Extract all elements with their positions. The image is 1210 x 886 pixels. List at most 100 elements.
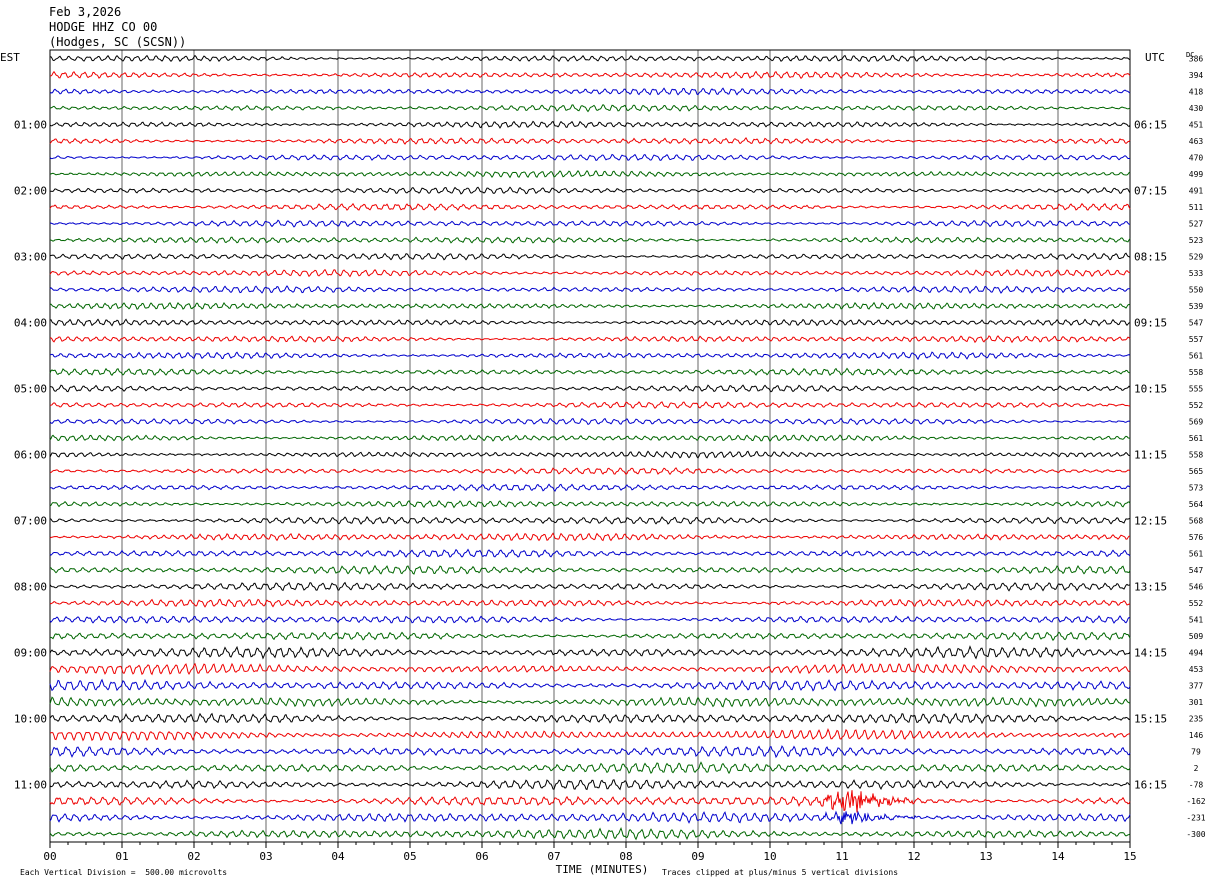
- dc-offset-value: 569: [1189, 418, 1204, 427]
- trace-row: [49, 367, 1131, 377]
- left-hour-label: 01:00: [14, 119, 47, 132]
- dc-offset-value: 509: [1189, 632, 1204, 641]
- trace-row: [49, 826, 1131, 841]
- trace-row: [49, 153, 1130, 162]
- dc-offset-value: 555: [1189, 385, 1204, 394]
- trace-row: [49, 745, 1131, 759]
- x-tick-label: 03: [259, 850, 272, 863]
- dc-offset-value: 394: [1189, 71, 1204, 80]
- x-tick-label: 14: [1051, 850, 1065, 863]
- dc-offset-value: 552: [1189, 401, 1204, 410]
- dc-offset-value: 511: [1189, 203, 1204, 212]
- dc-offset-value: 79: [1191, 748, 1201, 757]
- footer-clip-note: Traces clipped at plus/minus 5 vertical …: [662, 868, 899, 877]
- trace-row: [49, 384, 1131, 393]
- plot-frame: [49, 49, 1131, 843]
- dc-offset-value: 547: [1189, 566, 1204, 575]
- left-hour-label: 02:00: [14, 185, 47, 198]
- left-hour-label: 09:00: [14, 647, 47, 660]
- trace-row: [49, 678, 1131, 692]
- dc-offset-value: 558: [1189, 368, 1204, 377]
- chart-location: (Hodges, SC (SCSN)): [49, 35, 187, 49]
- dc-offset-value: -300: [1186, 830, 1205, 839]
- right-hour-label: 13:15: [1134, 581, 1167, 594]
- trace-row: [49, 467, 1131, 476]
- right-hour-label: 07:15: [1134, 185, 1167, 198]
- trace-row: [49, 252, 1131, 261]
- x-tick-label: 06: [475, 850, 488, 863]
- trace-row: [49, 581, 1131, 592]
- trace-row: [49, 790, 1131, 813]
- right-hour-label: 08:15: [1134, 251, 1167, 264]
- right-hour-label: 14:15: [1134, 647, 1167, 660]
- x-tick-label: 15: [1123, 850, 1136, 863]
- dc-offset-value: 377: [1189, 682, 1204, 691]
- trace-row: [49, 499, 1131, 509]
- trace-row: [49, 645, 1131, 660]
- trace-row: [49, 696, 1131, 708]
- dc-offset-value: 561: [1189, 550, 1204, 559]
- dc-offset-value: 463: [1189, 137, 1204, 146]
- dc-offset-value: 146: [1189, 731, 1204, 740]
- x-tick-label: 07: [547, 850, 560, 863]
- dc-offset-value: 552: [1189, 599, 1204, 608]
- dc-offset-value: 453: [1189, 665, 1204, 674]
- dc-offset-value: -231: [1186, 814, 1205, 823]
- trace-row: [49, 434, 1131, 443]
- right-hour-label: 09:15: [1134, 317, 1167, 330]
- x-tick-label: 12: [907, 850, 920, 863]
- x-tick-label: 11: [835, 850, 848, 863]
- trace-row: [49, 450, 1131, 459]
- x-tick-label: 01: [115, 850, 128, 863]
- dc-offset-value: 564: [1189, 500, 1204, 509]
- left-hour-label: 10:00: [14, 713, 47, 726]
- trace-row: [49, 564, 1131, 575]
- left-hour-label: 11:00: [14, 779, 47, 792]
- dc-offset-value: 550: [1189, 286, 1204, 295]
- left-hour-label: 05:00: [14, 383, 47, 396]
- trace-row: [49, 301, 1131, 310]
- dc-offset-value: 491: [1189, 187, 1204, 196]
- trace-row: [49, 532, 1131, 542]
- x-tick-label: 00: [43, 850, 56, 863]
- trace-row: [49, 104, 1131, 113]
- right-timezone-label: UTC: [1145, 51, 1165, 64]
- trace-row: [49, 351, 1131, 361]
- trace-row: [49, 87, 1131, 96]
- x-tick-label: 10: [763, 850, 776, 863]
- x-tick-label: 08: [619, 850, 632, 863]
- dc-offset-value: 494: [1189, 649, 1204, 658]
- right-hour-label: 16:15: [1134, 779, 1167, 792]
- left-hour-label: 08:00: [14, 581, 47, 594]
- trace-row: [50, 335, 1131, 344]
- dc-offset-value: 561: [1189, 352, 1204, 361]
- left-hour-label: 03:00: [14, 251, 47, 264]
- dc-offset-value: 527: [1189, 220, 1204, 229]
- dc-offset-value: 451: [1189, 121, 1204, 130]
- right-hour-label: 06:15: [1134, 119, 1167, 132]
- trace-row: [49, 615, 1131, 624]
- left-timezone-label: EST: [0, 51, 20, 64]
- x-axis-label: TIME (MINUTES): [556, 863, 649, 876]
- dc-offset-value: -78: [1189, 781, 1204, 790]
- trace-row: [49, 236, 1131, 244]
- trace-row: [49, 761, 1131, 775]
- left-hour-label: 06:00: [14, 449, 47, 462]
- trace-row: [49, 515, 1131, 525]
- right-hour-label: 10:15: [1134, 383, 1167, 396]
- left-hour-label: 07:00: [14, 515, 47, 528]
- right-hour-label: 12:15: [1134, 515, 1167, 528]
- dc-offset-value: 523: [1189, 236, 1204, 245]
- dc-offset-value: 568: [1189, 517, 1204, 526]
- x-tick-label: 04: [331, 850, 345, 863]
- trace-row: [49, 598, 1131, 608]
- dc-offset-value: -162: [1186, 797, 1205, 806]
- dc-offset-value: 557: [1189, 335, 1204, 344]
- dc-offset-value: 301: [1189, 698, 1204, 707]
- trace-row: [50, 186, 1131, 195]
- right-hour-label: 11:15: [1134, 449, 1167, 462]
- dc-offset-value: 529: [1189, 253, 1204, 262]
- dc-offset-value: 430: [1189, 104, 1204, 113]
- dc-header-label: DC: [1186, 51, 1194, 59]
- trace-row: [49, 712, 1131, 725]
